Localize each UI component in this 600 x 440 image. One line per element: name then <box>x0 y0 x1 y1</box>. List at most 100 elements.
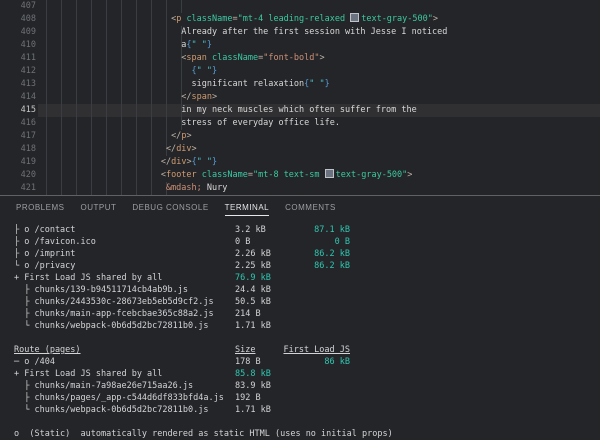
indent-guide <box>181 91 182 104</box>
code-line-420[interactable]: 420 <footer className="mt-8 text-sm text… <box>0 169 600 182</box>
code-token: p <box>181 131 187 141</box>
code-line-417[interactable]: 417 </p> <box>0 130 600 143</box>
terminal-route: + First Load JS shared by all <box>14 369 163 379</box>
code-token: p <box>176 14 182 24</box>
code-line-412[interactable]: 412 {" "} <box>0 65 600 78</box>
indent-guide <box>46 182 47 195</box>
code-token: in my neck muscles which often suffer fr… <box>181 105 417 115</box>
indent-guide <box>46 143 47 156</box>
tab-terminal[interactable]: TERMINAL <box>217 196 277 218</box>
indent-guide <box>121 104 122 117</box>
tab-debug-console[interactable]: DEBUG CONSOLE <box>124 196 216 218</box>
indent-guide <box>46 78 47 91</box>
indent-guide <box>121 156 122 169</box>
line-number: 407 <box>20 1 36 11</box>
code-token: &mdash; <box>165 183 202 193</box>
indent-guide <box>61 91 62 104</box>
code-editor[interactable]: 407 408 <p className="mt-4 leading-relaxe… <box>0 0 600 196</box>
indent-guide <box>91 91 92 104</box>
indent-guide <box>166 0 167 13</box>
terminal-size: 192 B <box>235 393 261 403</box>
code-line-418[interactable]: 418 </div> <box>0 143 600 156</box>
code-line-content: <footer className="mt-8 text-sm text-gra… <box>38 169 600 182</box>
terminal-note: o (Static) automatically rendered as sta… <box>14 429 393 439</box>
terminal-row: └ chunks/webpack-0b6d5d2bc72811b0.js 1.71… <box>14 320 600 332</box>
indent-guide <box>61 182 62 195</box>
indent-guide <box>91 169 92 182</box>
tab-problems[interactable]: PROBLEMS <box>8 196 72 218</box>
code-line-content: a{" "} <box>38 39 600 52</box>
code-token: span <box>191 92 213 102</box>
indent-guide <box>151 13 152 26</box>
code-line-419[interactable]: 419 </div>{" "} <box>0 156 600 169</box>
indent-guide <box>106 143 107 156</box>
indent-guide <box>46 104 47 117</box>
tab-label: OUTPUT <box>80 203 117 212</box>
code-line-414[interactable]: 414 </span> <box>0 91 600 104</box>
code-token: " " <box>196 66 213 76</box>
indent-guide <box>76 104 77 117</box>
tab-label: PROBLEMS <box>16 203 65 212</box>
terminal-route: ├ o /imprint <box>14 249 76 259</box>
code-token: < <box>171 14 177 24</box>
terminal-size: 76.9 kB <box>235 273 271 283</box>
code-line-411[interactable]: 411 <span className="font-bold"> <box>0 52 600 65</box>
terminal-row: ├ o /favicon.ico 0 B 0 B <box>14 236 600 248</box>
indent-guide <box>121 39 122 52</box>
indent-guide <box>136 0 137 13</box>
code-line-416[interactable]: 416 stress of everyday office life. <box>0 117 600 130</box>
code-line-410[interactable]: 410 a{" "} <box>0 39 600 52</box>
indent-guide <box>46 13 47 26</box>
code-line-413[interactable]: 413 significant relaxation{" "} <box>0 78 600 91</box>
indent-guide <box>61 0 62 13</box>
terminal-row: └ o /privacy 2.25 kB 86.2 kB <box>14 260 600 272</box>
code-token: className <box>212 53 259 63</box>
code-token: </ <box>181 92 192 102</box>
indent-guide <box>121 182 122 195</box>
code-token: </ <box>171 131 182 141</box>
indent-guide <box>151 91 152 104</box>
terminal-size: 85.8 kB <box>235 369 271 379</box>
indent-guide <box>76 78 77 91</box>
indent-guide <box>61 78 62 91</box>
indent-guide <box>166 65 167 78</box>
terminal-size: Size <box>235 345 256 355</box>
indent-guide <box>121 117 122 130</box>
indent-guide <box>91 117 92 130</box>
bottom-panel: PROBLEMS OUTPUT DEBUG CONSOLE TERMINAL COMME… <box>0 196 600 440</box>
terminal-first-load: 87.1 kB <box>314 225 350 235</box>
code-token: "mt-4 leading-relaxed <box>237 14 351 24</box>
indent-guide <box>166 104 167 117</box>
code-line-409[interactable]: 409 Already after the first session with… <box>0 26 600 39</box>
code-line-content: </div> <box>38 143 600 156</box>
line-number: 411 <box>20 53 36 63</box>
panel-tab-bar: PROBLEMS OUTPUT DEBUG CONSOLE TERMINAL COMME… <box>0 196 600 218</box>
line-number: 416 <box>20 118 36 128</box>
indent-guide <box>181 52 182 65</box>
terminal-route: └ chunks/webpack-0b6d5d2bc72811b0.js <box>14 405 209 415</box>
indent-guide <box>91 104 92 117</box>
code-line-408[interactable]: 408 <p className="mt-4 leading-relaxed t… <box>0 13 600 26</box>
indent-guide <box>106 169 107 182</box>
indent-guide <box>106 13 107 26</box>
line-number: 420 <box>20 170 36 180</box>
code-line-content: in my neck muscles which often suffer fr… <box>38 104 600 117</box>
indent-guide <box>151 130 152 143</box>
terminal-size: 0 B <box>235 237 251 247</box>
indent-guide <box>166 52 167 65</box>
indent-guide <box>151 0 152 13</box>
tab-comments[interactable]: COMMENTS <box>277 196 344 218</box>
code-token: < <box>181 53 187 63</box>
code-line-407[interactable]: 407 <box>0 0 600 13</box>
tab-label: DEBUG CONSOLE <box>132 203 209 212</box>
terminal-output[interactable]: ├ o /contact 3.2 kB 87.1 kB ├ o /favicon.ic… <box>0 218 600 440</box>
indent-guide <box>91 143 92 156</box>
indent-guide <box>76 39 77 52</box>
code-line-415[interactable]: 415 in my neck muscles which often suffe… <box>0 104 600 117</box>
indent-guide <box>76 156 77 169</box>
code-line-421[interactable]: 421 &mdash; Nury <box>0 182 600 195</box>
tab-output[interactable]: OUTPUT <box>72 196 124 218</box>
code-token: { <box>191 157 197 167</box>
code-token: " " <box>196 157 213 167</box>
